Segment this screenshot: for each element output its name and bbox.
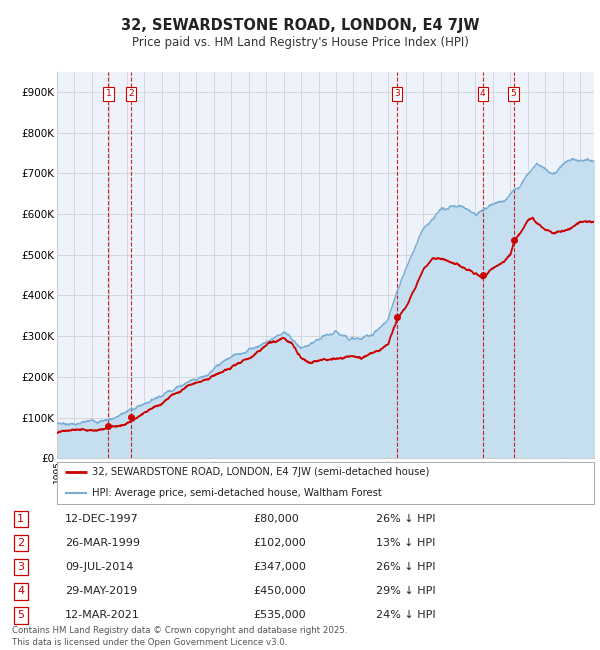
Text: £535,000: £535,000 bbox=[253, 610, 305, 620]
Text: £347,000: £347,000 bbox=[253, 562, 306, 572]
Text: 1: 1 bbox=[17, 514, 24, 524]
Text: £102,000: £102,000 bbox=[253, 538, 306, 548]
Text: 5: 5 bbox=[17, 610, 24, 620]
Text: 29-MAY-2019: 29-MAY-2019 bbox=[65, 586, 137, 596]
Text: 13% ↓ HPI: 13% ↓ HPI bbox=[376, 538, 436, 548]
Text: 32, SEWARDSTONE ROAD, LONDON, E4 7JW (semi-detached house): 32, SEWARDSTONE ROAD, LONDON, E4 7JW (se… bbox=[92, 467, 429, 477]
Text: 3: 3 bbox=[394, 90, 400, 98]
Text: 26% ↓ HPI: 26% ↓ HPI bbox=[376, 514, 436, 524]
Text: 29% ↓ HPI: 29% ↓ HPI bbox=[376, 586, 436, 596]
Text: 26-MAR-1999: 26-MAR-1999 bbox=[65, 538, 140, 548]
Text: 24% ↓ HPI: 24% ↓ HPI bbox=[376, 610, 436, 620]
Text: 5: 5 bbox=[511, 90, 517, 98]
Text: £450,000: £450,000 bbox=[253, 586, 306, 596]
Text: 12-DEC-1997: 12-DEC-1997 bbox=[65, 514, 139, 524]
Text: 2: 2 bbox=[128, 90, 134, 98]
Text: 3: 3 bbox=[17, 562, 24, 572]
Text: 26% ↓ HPI: 26% ↓ HPI bbox=[376, 562, 436, 572]
Text: 2: 2 bbox=[17, 538, 24, 548]
Text: 4: 4 bbox=[480, 90, 485, 98]
Text: HPI: Average price, semi-detached house, Waltham Forest: HPI: Average price, semi-detached house,… bbox=[92, 488, 382, 498]
Text: 32, SEWARDSTONE ROAD, LONDON, E4 7JW: 32, SEWARDSTONE ROAD, LONDON, E4 7JW bbox=[121, 18, 479, 33]
Text: £80,000: £80,000 bbox=[253, 514, 299, 524]
Text: 4: 4 bbox=[17, 586, 24, 596]
Text: Price paid vs. HM Land Registry's House Price Index (HPI): Price paid vs. HM Land Registry's House … bbox=[131, 36, 469, 49]
Text: 1: 1 bbox=[106, 90, 112, 98]
Text: 12-MAR-2021: 12-MAR-2021 bbox=[65, 610, 140, 620]
Text: 09-JUL-2014: 09-JUL-2014 bbox=[65, 562, 133, 572]
Text: Contains HM Land Registry data © Crown copyright and database right 2025.
This d: Contains HM Land Registry data © Crown c… bbox=[12, 626, 347, 647]
